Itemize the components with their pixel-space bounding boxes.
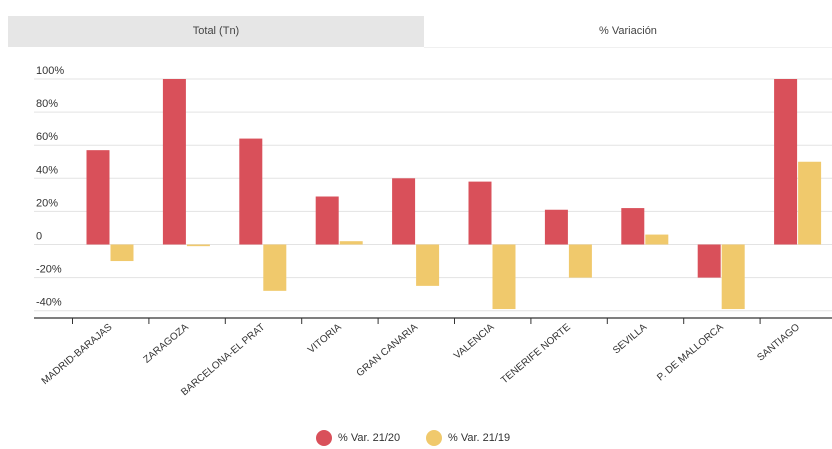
bar[interactable]: [416, 244, 440, 286]
bar[interactable]: [392, 178, 416, 245]
legend-item-var-21-19[interactable]: % Var. 21/19: [426, 430, 510, 446]
bar[interactable]: [263, 244, 287, 291]
legend-swatch: [316, 430, 332, 446]
x-tick-label: BARCELONA-EL PRAT: [179, 322, 267, 398]
tab-total[interactable]: Total (Tn): [8, 16, 424, 47]
x-tick-label: VITORIA: [306, 322, 344, 356]
y-tick-label: 40%: [36, 164, 58, 176]
bar-chart: 100% 80% 60% 40% 20% 0 -20% -40% MADRID-BARAJAS Z…: [34, 65, 832, 398]
x-tick-label: TENERIFE NORTE: [499, 322, 573, 387]
x-tick-label: MADRID-BARAJAS: [40, 322, 115, 387]
legend-label: % Var. 21/19: [448, 432, 511, 444]
tab-bar: Total (Tn) % Variación: [8, 16, 832, 48]
bar[interactable]: [315, 196, 339, 245]
bar[interactable]: [798, 161, 822, 245]
bar[interactable]: [186, 244, 210, 247]
y-tick-label: 100%: [36, 65, 64, 77]
y-tick-label: -20%: [36, 264, 62, 276]
x-tick-label: ZARAGOZA: [142, 322, 191, 366]
x-tick-label: VALENCIA: [452, 322, 497, 362]
legend: % Var. 21/20 % Var. 21/19: [0, 430, 832, 449]
bar[interactable]: [721, 244, 745, 310]
x-tick-label: GRAN CANARIA: [355, 322, 421, 380]
legend-swatch: [426, 430, 442, 446]
legend-item-var-21-20[interactable]: % Var. 21/20: [316, 430, 400, 446]
bar[interactable]: [645, 234, 669, 245]
y-tick-label: -40%: [36, 297, 62, 309]
y-tick-label: 0: [36, 231, 42, 243]
bar[interactable]: [492, 244, 516, 310]
bar[interactable]: [774, 79, 798, 245]
bar[interactable]: [621, 208, 645, 245]
bar[interactable]: [339, 241, 363, 245]
legend-label: % Var. 21/20: [338, 432, 401, 444]
bar[interactable]: [568, 244, 592, 278]
bar[interactable]: [239, 138, 263, 245]
y-tick-label: 20%: [36, 197, 58, 209]
bar[interactable]: [468, 181, 492, 245]
x-tick-label: SANTIAGO: [755, 322, 802, 364]
bar[interactable]: [110, 244, 134, 262]
y-tick-label: 60%: [36, 131, 58, 143]
bar[interactable]: [86, 150, 110, 245]
bar[interactable]: [697, 244, 721, 278]
y-tick-label: 80%: [36, 98, 58, 110]
tab-variacion[interactable]: % Variación: [424, 16, 832, 48]
bar[interactable]: [162, 79, 186, 245]
bar[interactable]: [544, 209, 568, 245]
x-tick-label: SEVILLA: [611, 322, 649, 357]
x-tick-label: P. DE MALLORCA: [655, 322, 726, 384]
